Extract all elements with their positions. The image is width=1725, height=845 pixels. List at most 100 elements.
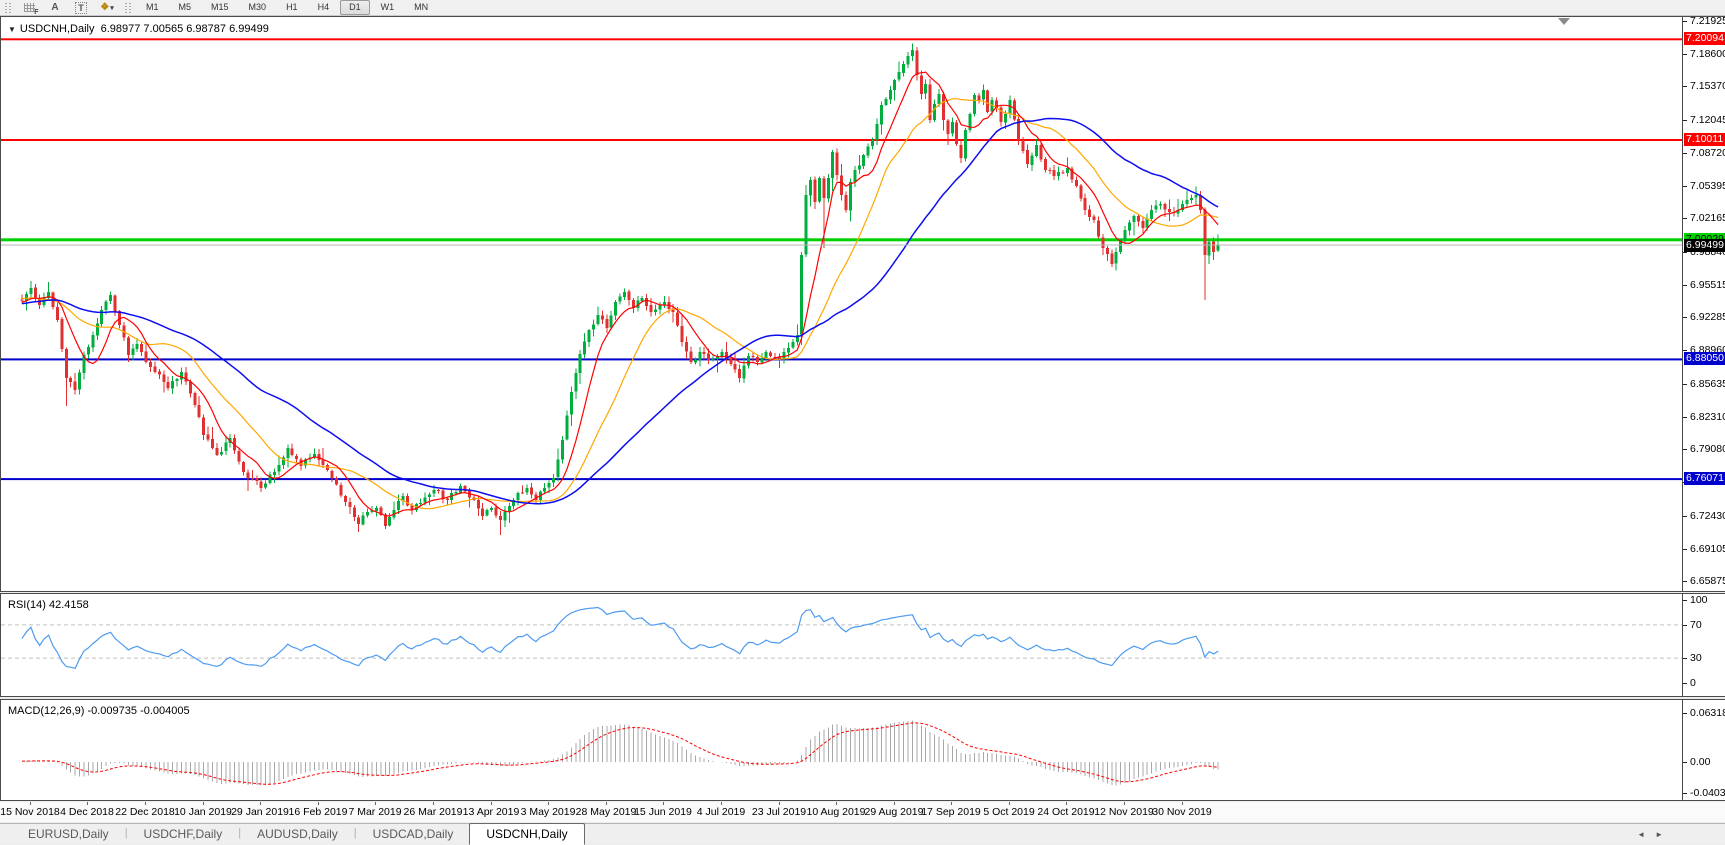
scroll-right-icon[interactable]: ► <box>1655 830 1673 839</box>
rsi-tick-label: 0 <box>1690 677 1696 689</box>
chart-tab-eurusd[interactable]: EURUSD,Daily <box>28 827 109 841</box>
date-label: 16 Feb 2019 <box>288 806 348 818</box>
text-label-icon[interactable]: A <box>51 2 59 13</box>
hline-price-tag: 6.88050 <box>1684 352 1725 365</box>
text-box-icon[interactable]: T <box>71 1 91 14</box>
axis-tick-label: 6.85635 <box>1690 378 1725 390</box>
rsi-tick <box>1683 625 1687 626</box>
color-scheme-icon[interactable]: ❖ ▾ <box>97 1 117 14</box>
axis-tick-label: 6.92285 <box>1690 311 1725 323</box>
date-label: 22 Dec 2018 <box>115 806 175 818</box>
date-tick <box>836 802 837 805</box>
axis-tick <box>1683 252 1687 253</box>
date-label: 29 Jan 2019 <box>231 806 289 818</box>
date-tick <box>87 802 88 805</box>
chart-dropdown-icon[interactable]: ▼ <box>8 25 16 34</box>
axis-tick-label: 6.95515 <box>1690 279 1725 291</box>
date-tick <box>1124 802 1125 805</box>
axis-tick-label: 6.72430 <box>1690 510 1725 522</box>
date-label: 10 Jan 2019 <box>174 806 232 818</box>
rsi-tick <box>1683 600 1687 601</box>
date-axis: 15 Nov 2018 4 Dec 2018 22 Dec 2018 10 Jan 2… <box>0 802 1725 822</box>
tab-scroll-arrows[interactable]: ◄► <box>1637 830 1673 839</box>
axis-tick <box>1683 417 1687 418</box>
macd-tick-label: -0.040355 <box>1690 787 1725 799</box>
axis-tick-label: 6.79080 <box>1690 443 1725 455</box>
date-label: 10 Aug 2019 <box>806 806 866 818</box>
date-label: 26 Mar 2019 <box>403 806 463 818</box>
text-box-glyph: T <box>75 1 87 14</box>
axis-tick <box>1683 285 1687 286</box>
date-tick <box>951 802 952 805</box>
grid-template-icon[interactable]: F <box>19 1 39 16</box>
date-label: 15 Nov 2018 <box>0 806 60 818</box>
tab-separator: | <box>353 827 357 839</box>
hline-price-tag: 7.20094 <box>1684 32 1725 45</box>
macd-axis: 0.063184 0.00 -0.040355 <box>1682 700 1725 800</box>
axis-tick <box>1683 153 1687 154</box>
axis-tick <box>1683 384 1687 385</box>
date-label: 30 Nov 2019 <box>1152 806 1212 818</box>
date-tick <box>491 802 492 805</box>
axis-tick <box>1683 218 1687 219</box>
toolbar-drag-handle[interactable] <box>5 2 11 13</box>
date-label: 24 Oct 2019 <box>1037 806 1095 818</box>
scroll-left-icon[interactable]: ◄ <box>1637 830 1656 839</box>
timeframe-button-mn[interactable]: MN <box>414 2 429 12</box>
axis-tick-label: 6.65875 <box>1690 575 1725 587</box>
macd-tick <box>1683 713 1687 714</box>
timeframe-button-m5[interactable]: M5 <box>178 2 192 12</box>
rsi-tick-label: 100 <box>1690 594 1708 606</box>
axis-tick <box>1683 186 1687 187</box>
date-tick <box>318 802 319 805</box>
axis-tick <box>1683 317 1687 318</box>
macd-label: MACD(12,26,9) -0.009735 -0.004005 <box>8 705 190 717</box>
chart-ohlc-values: 6.98977 7.00565 6.98787 6.99499 <box>100 23 269 35</box>
macd-panel[interactable]: MACD(12,26,9) -0.009735 -0.004005 0.0631… <box>0 699 1725 801</box>
hline-price-tag: 7.10011 <box>1684 133 1725 146</box>
macd-tick <box>1683 793 1687 794</box>
axis-tick-label: 7.05395 <box>1690 180 1725 192</box>
timeframe-button-h4[interactable]: H4 <box>317 2 330 12</box>
chart-tab-usdcad[interactable]: USDCAD,Daily <box>372 827 454 841</box>
candlestick-chart[interactable] <box>1 17 1682 591</box>
chart-tab-bar: EURUSD,Daily | USDCHF,Daily | AUDUSD,Daily | U… <box>0 823 1725 845</box>
tab-separator: | <box>238 827 242 839</box>
macd-chart[interactable] <box>1 700 1682 800</box>
timeframe-drag-handle[interactable] <box>125 2 131 13</box>
rsi-tick-label: 70 <box>1690 619 1702 631</box>
timeframe-button-d1[interactable]: D1 <box>340 0 370 15</box>
timeframe-button-h1[interactable]: H1 <box>286 2 298 12</box>
timeframe-button-w1[interactable]: W1 <box>380 2 395 12</box>
chart-shift-marker <box>1558 18 1570 25</box>
timeframe-button-m30[interactable]: M30 <box>248 2 267 12</box>
rsi-panel[interactable]: RSI(14) 42.4158 100 70 30 0 <box>0 593 1725 697</box>
chart-tab-usdcnh[interactable]: USDCNH,Daily <box>469 823 585 845</box>
date-tick <box>606 802 607 805</box>
tab-separator: | <box>124 827 128 839</box>
chart-symbol: USDCNH,Daily <box>19 23 95 35</box>
axis-tick <box>1683 21 1687 22</box>
timeframe-button-m1[interactable]: M1 <box>146 2 159 12</box>
axis-tick-label: 7.18600 <box>1690 48 1725 60</box>
axis-tick-label: 6.82310 <box>1690 411 1725 423</box>
date-label: 29 Aug 2019 <box>864 806 924 818</box>
date-label: 23 Jul 2019 <box>751 806 807 818</box>
axis-tick-label: 7.08720 <box>1690 147 1725 159</box>
color-glyph: ❖ <box>100 2 110 13</box>
bid-price-tag: 6.99499 <box>1684 239 1725 252</box>
rsi-chart[interactable] <box>1 594 1682 696</box>
timeframe-button-m15[interactable]: M15 <box>211 2 229 12</box>
date-tick <box>145 802 146 805</box>
chart-tab-audusd[interactable]: AUDUSD,Daily <box>257 827 338 841</box>
axis-tick <box>1683 350 1687 351</box>
date-tick <box>375 802 376 805</box>
main-chart-panel[interactable]: ▼ USDCNH,Daily 6.98977 7.00565 6.98787 6.… <box>0 15 1725 592</box>
chart-tab-usdchf[interactable]: USDCHF,Daily <box>143 827 223 841</box>
price-axis: 7.21925 7.18600 7.15370 7.12045 7.08720 7.053… <box>1682 15 1725 591</box>
axis-tick <box>1683 120 1687 121</box>
axis-tick-label: 7.15370 <box>1690 80 1725 92</box>
axis-tick <box>1683 86 1687 87</box>
date-label: 15 Jun 2019 <box>634 806 692 818</box>
date-tick <box>203 802 204 805</box>
